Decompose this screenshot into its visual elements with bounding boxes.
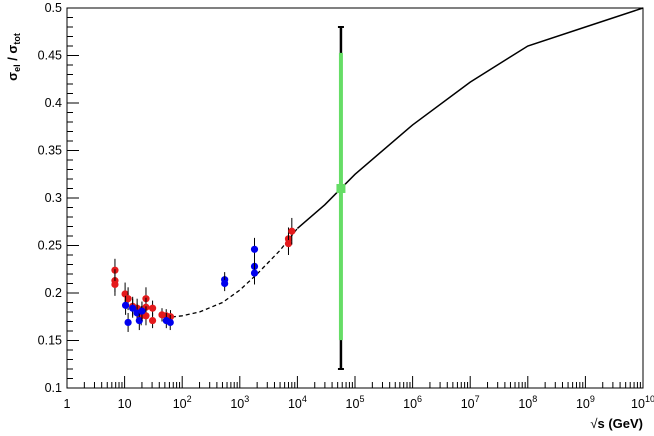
x-title-main: s (GeV) — [597, 416, 643, 431]
data-point — [129, 304, 137, 312]
x-tick-label: 10 — [118, 397, 132, 411]
data-point — [138, 307, 146, 315]
x-tick-label: 1010 — [631, 394, 654, 411]
data-point — [288, 227, 296, 235]
x-tick-label: 1 — [64, 397, 71, 411]
data-point — [124, 295, 132, 303]
y-tick-label: 0.5 — [45, 1, 62, 15]
data-point — [166, 318, 174, 327]
data-point — [250, 245, 259, 253]
x-tick-label: 103 — [230, 394, 249, 411]
y-tick-label: 0.3 — [45, 191, 62, 205]
data-point — [284, 240, 293, 248]
y-title-sep: / — [5, 54, 20, 65]
x-tick-label: 105 — [346, 394, 365, 411]
y-title-den: σ — [5, 45, 20, 54]
y-tick-label: 0.2 — [45, 286, 62, 300]
x-tick-label: 106 — [403, 394, 422, 411]
x-axis-title: √s (GeV) — [590, 416, 643, 431]
data-point — [221, 279, 229, 288]
y-tick-label: 0.4 — [45, 96, 62, 110]
x-tick-label: 107 — [461, 394, 480, 411]
data-point — [148, 316, 157, 325]
y-tick-label: 0.15 — [38, 334, 62, 348]
fit-curve-dashed — [164, 227, 298, 318]
plot-frame — [66, 7, 644, 389]
data-point — [111, 280, 119, 289]
x-tick-label: 108 — [518, 394, 537, 411]
y-axis-title: σel / σtot — [5, 33, 22, 81]
data-point — [250, 269, 259, 277]
y-tick-label: 0.45 — [38, 49, 62, 63]
fit-curve-solid — [296, 7, 644, 229]
y-axis: 0.1 0.15 0.2 0.25 0.3 0.35 0.4 0.45 0.5 — [38, 1, 79, 395]
data-point — [148, 304, 157, 312]
y-tick-label: 0.1 — [45, 381, 62, 395]
y-title-num-sub: el — [12, 64, 22, 72]
data-point — [142, 312, 150, 320]
y-title-den-sub: tot — [12, 33, 22, 45]
x-tick-label: 109 — [576, 394, 595, 411]
x-tick-label: 102 — [173, 394, 192, 411]
x-title-root: √ — [590, 416, 598, 431]
y-title-num: σ — [5, 72, 20, 81]
fit-curve — [164, 7, 644, 318]
data-point — [124, 318, 132, 327]
x-tick-label: 104 — [288, 394, 307, 411]
data-point — [135, 316, 143, 325]
data-point-square — [336, 184, 346, 193]
x-axis: 1 10 102 103 104 105 106 107 108 109 1010 — [64, 376, 654, 411]
data-point — [121, 301, 130, 309]
data-points — [111, 26, 346, 370]
y-tick-label: 0.25 — [38, 239, 62, 253]
y-tick-label: 0.35 — [38, 144, 62, 158]
